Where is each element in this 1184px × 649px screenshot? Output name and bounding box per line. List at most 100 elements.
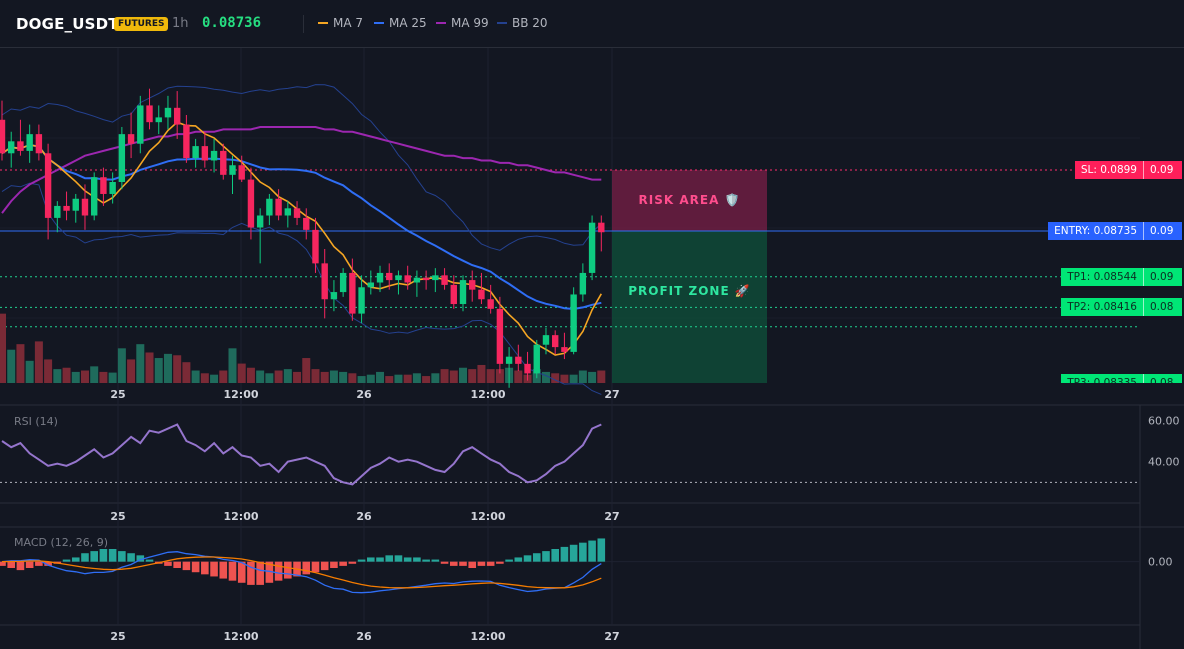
- volume-bar: [569, 374, 578, 383]
- macd-histogram-bar: [588, 540, 596, 562]
- legend-ma7[interactable]: MA 7: [318, 16, 363, 30]
- macd-histogram-bar: [514, 557, 523, 562]
- candle-body: [422, 277, 430, 281]
- time-tick-label: 12:00: [470, 630, 505, 643]
- candle-body: [349, 272, 356, 314]
- volume-bar: [440, 369, 449, 383]
- volume-bar: [283, 369, 292, 383]
- macd-histogram-bar: [597, 538, 606, 562]
- volume-bar: [514, 370, 523, 383]
- macd-histogram-bar: [339, 561, 347, 566]
- macd-histogram-bar: [348, 561, 357, 564]
- candle-body: [598, 222, 605, 233]
- volume-bar: [477, 364, 486, 383]
- volume-bar: [237, 363, 246, 383]
- candle-body: [450, 284, 457, 305]
- macd-histogram-bar: [357, 559, 366, 562]
- tp3-tag-axis-value: 0.08: [1143, 374, 1182, 383]
- volume-bar: [468, 369, 477, 383]
- candle-body: [256, 215, 264, 228]
- volume-bar: [265, 373, 274, 383]
- volume-bar: [62, 367, 71, 383]
- macd-histogram-bar: [367, 557, 375, 562]
- candle-body: [173, 107, 181, 125]
- volume-bar: [376, 371, 385, 383]
- macd-histogram-bar: [108, 549, 117, 562]
- macd-histogram-bar: [376, 557, 384, 562]
- volume-bar: [541, 371, 550, 383]
- volume-bar: [145, 352, 154, 383]
- volume-bar: [597, 370, 606, 383]
- macd-histogram-bar: [459, 561, 467, 566]
- volume-bar: [127, 359, 136, 383]
- macd-histogram-bar: [449, 561, 458, 566]
- candle-body: [533, 344, 540, 374]
- macd-histogram-bar: [394, 555, 403, 562]
- ma25-swatch: [374, 22, 384, 24]
- symbol-name[interactable]: DOGE_USDT: [16, 15, 119, 33]
- macd-histogram-bar: [228, 561, 237, 581]
- macd-histogram-bar: [486, 561, 495, 566]
- volume-bar: [385, 376, 394, 383]
- macd-histogram-bar: [569, 544, 578, 562]
- candle-body: [293, 208, 301, 218]
- signal-line: [1, 556, 602, 589]
- time-tick-label: 25: [110, 510, 125, 523]
- volume-bar: [403, 374, 412, 383]
- candle-body: [35, 134, 43, 154]
- macd-histogram-bar: [127, 553, 135, 562]
- candle-body: [588, 222, 596, 273]
- ma7-label: MA 7: [333, 16, 364, 30]
- candle-body: [220, 150, 227, 175]
- time-tick-label: 25: [110, 388, 125, 401]
- volume-bar: [210, 374, 219, 383]
- candle-body: [100, 177, 107, 194]
- macd-histogram-bar: [191, 561, 200, 573]
- macd-histogram-bar: [274, 561, 283, 581]
- ma7-swatch: [318, 22, 328, 24]
- candle-body: [155, 117, 162, 123]
- macd-label: MACD (12, 26, 9): [14, 536, 108, 549]
- sl-tag-text: SL: 0.0899: [1074, 161, 1143, 180]
- tp2-tag: TP2: 0.08416 0.08: [1061, 298, 1182, 317]
- candle-body: [183, 124, 190, 159]
- tp1-tag: TP1: 0.08544 0.09: [1061, 267, 1182, 286]
- time-tick-label: 12:00: [470, 388, 505, 401]
- macd-histogram-bar: [145, 559, 154, 562]
- rsi-line: [1, 423, 602, 486]
- timeframe-selector[interactable]: 1h: [172, 16, 189, 31]
- legend-ma25[interactable]: MA 25: [374, 16, 427, 30]
- macd-histogram-bar: [532, 553, 541, 562]
- macd-histogram-bar: [16, 561, 25, 571]
- legend-ma99[interactable]: MA 99: [436, 16, 489, 30]
- macd-histogram-bar: [320, 561, 329, 571]
- legend-bb20[interactable]: BB 20: [497, 16, 548, 30]
- macd-histogram-bar: [182, 561, 191, 571]
- volume-bar: [357, 376, 366, 383]
- macd-histogram-bar: [118, 551, 126, 562]
- volume-bar: [246, 367, 255, 383]
- candle-body: [496, 308, 504, 364]
- volume-bar: [431, 373, 440, 383]
- candle-body: [515, 356, 522, 364]
- tp2-tag-text: TP2: 0.08416: [1061, 298, 1143, 317]
- futures-badge: FUTURES: [114, 17, 169, 31]
- candle-body: [8, 141, 15, 154]
- macd-histogram-bar: [81, 553, 89, 562]
- candle-body: [367, 282, 374, 288]
- macd-histogram-bar: [551, 549, 559, 562]
- volume-bar: [449, 370, 458, 383]
- macd-tick-zero: 0.00: [1148, 556, 1173, 569]
- volume-bar: [25, 360, 34, 383]
- macd-histogram-bar: [560, 546, 569, 562]
- volume-bar: [578, 370, 587, 383]
- volume-bar: [495, 369, 504, 383]
- macd-histogram-bar: [330, 561, 338, 568]
- volume-bar: [228, 348, 237, 383]
- candle-body: [210, 150, 218, 161]
- candle-body: [579, 272, 587, 295]
- volume-bar: [339, 371, 348, 383]
- candle-body: [81, 198, 89, 216]
- sl-tag-axis-value: 0.09: [1143, 161, 1182, 180]
